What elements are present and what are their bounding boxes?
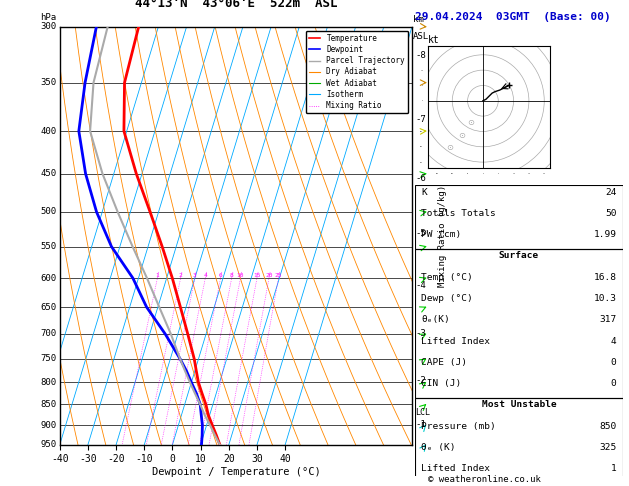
Text: 300: 300 [40,22,57,31]
Text: 16.8: 16.8 [594,273,616,282]
Text: CIN (J): CIN (J) [421,379,462,388]
X-axis label: Dewpoint / Temperature (°C): Dewpoint / Temperature (°C) [152,467,320,477]
Text: LCL: LCL [415,408,430,417]
Text: 0: 0 [611,379,616,388]
Bar [415,185,623,248]
Bar [415,398,623,486]
Text: K: K [421,188,427,197]
Text: 4: 4 [203,273,207,278]
Text: 1: 1 [155,273,159,278]
Text: -5: -5 [415,228,426,238]
Text: 800: 800 [40,378,57,387]
Text: ⊙: ⊙ [459,131,465,139]
Text: ⊙: ⊙ [467,118,475,127]
Text: -8: -8 [415,51,426,60]
Text: 24: 24 [605,188,616,197]
Text: Lifted Index: Lifted Index [421,464,491,473]
Text: 850: 850 [599,422,616,431]
Text: 10.3: 10.3 [594,294,616,303]
Text: 450: 450 [40,169,57,178]
Text: ⊙: ⊙ [446,143,453,152]
Text: -7: -7 [415,116,426,124]
Text: © weatheronline.co.uk: © weatheronline.co.uk [428,474,540,484]
Legend: Temperature, Dewpoint, Parcel Trajectory, Dry Adiabat, Wet Adiabat, Isotherm, Mi: Temperature, Dewpoint, Parcel Trajectory… [306,31,408,113]
Text: -2: -2 [415,376,426,384]
Text: 20: 20 [265,273,273,278]
Text: CAPE (J): CAPE (J) [421,358,467,367]
Text: Totals Totals: Totals Totals [421,209,496,218]
Text: 4: 4 [611,337,616,346]
Text: θₑ (K): θₑ (K) [421,443,456,452]
Text: Mixing Ratio (g/kg): Mixing Ratio (g/kg) [438,185,447,287]
Text: kt: kt [428,35,440,45]
Text: -1: -1 [415,420,426,429]
Text: 750: 750 [40,354,57,364]
Text: PW (cm): PW (cm) [421,230,462,239]
Text: 350: 350 [40,78,57,87]
Text: 15: 15 [253,273,261,278]
Text: ASL: ASL [413,32,430,41]
Text: 50: 50 [605,209,616,218]
Text: 317: 317 [599,315,616,324]
Text: hPa: hPa [40,13,57,22]
Text: 44°13'N  43°06'E  522m  ASL: 44°13'N 43°06'E 522m ASL [135,0,337,10]
Text: 400: 400 [40,126,57,136]
Text: km: km [413,15,424,24]
Text: Surface: Surface [499,251,539,260]
Text: 1: 1 [611,464,616,473]
Text: 2: 2 [179,273,182,278]
Bar [415,248,623,398]
Text: Lifted Index: Lifted Index [421,337,491,346]
Text: Temp (°C): Temp (°C) [421,273,473,282]
Text: Dewp (°C): Dewp (°C) [421,294,473,303]
Text: 550: 550 [40,242,57,251]
Text: 850: 850 [40,400,57,409]
Text: 6: 6 [219,273,223,278]
Text: 0: 0 [611,358,616,367]
Text: 10: 10 [237,273,244,278]
Text: 600: 600 [40,274,57,282]
Text: 500: 500 [40,208,57,216]
Text: -4: -4 [415,281,426,290]
Text: θₑ(K): θₑ(K) [421,315,450,324]
Text: 325: 325 [599,443,616,452]
Text: -3: -3 [415,330,426,338]
Text: 900: 900 [40,420,57,430]
Text: 650: 650 [40,303,57,312]
Text: Pressure (mb): Pressure (mb) [421,422,496,431]
Text: 1.99: 1.99 [594,230,616,239]
Text: 700: 700 [40,330,57,338]
Text: -6: -6 [415,174,426,183]
Text: 25: 25 [275,273,282,278]
Text: 29.04.2024  03GMT  (Base: 00): 29.04.2024 03GMT (Base: 00) [415,12,611,22]
Text: 3: 3 [193,273,197,278]
Text: 950: 950 [40,440,57,449]
Text: 8: 8 [230,273,233,278]
Text: Most Unstable: Most Unstable [482,400,556,410]
